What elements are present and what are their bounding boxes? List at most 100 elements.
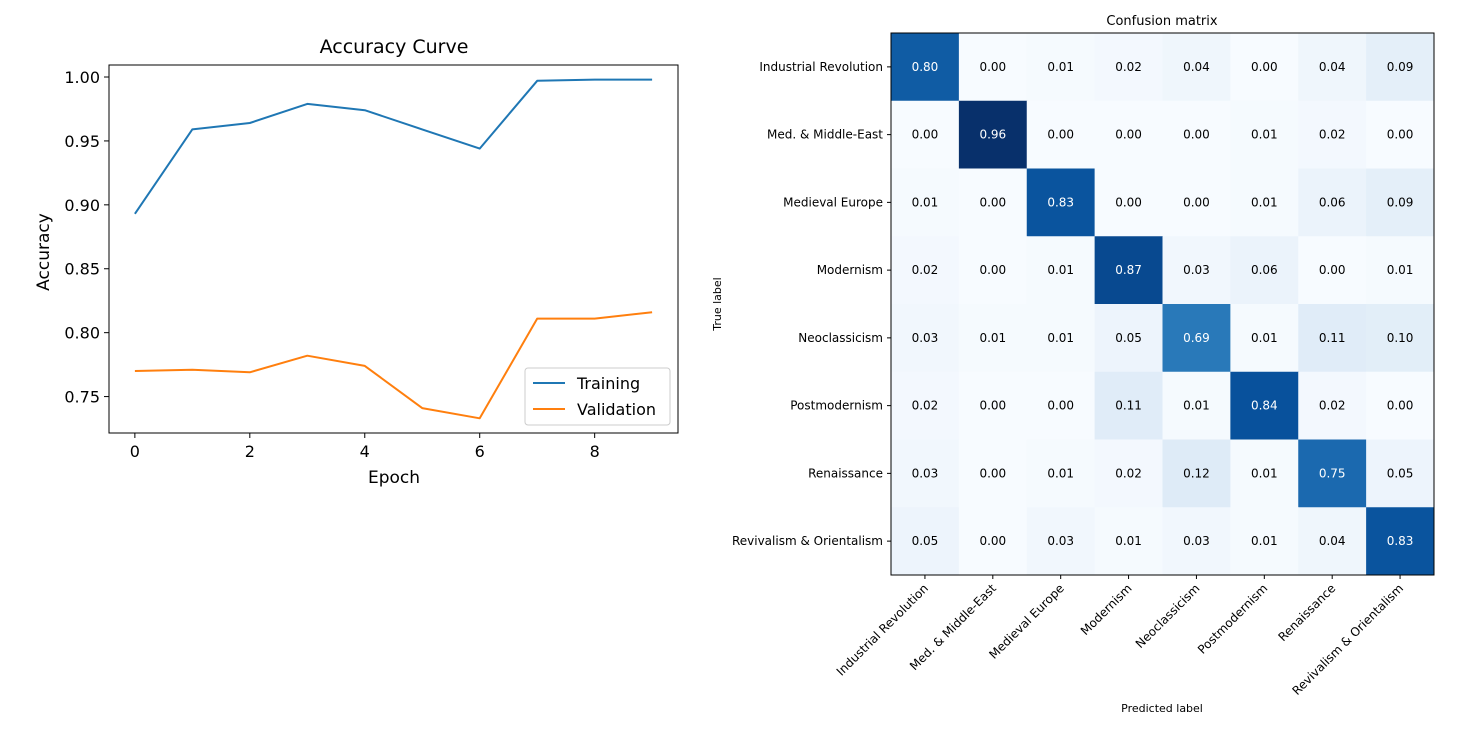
row-label: Industrial Revolution — [759, 60, 883, 74]
matrix-cell-value: 0.01 — [1047, 60, 1074, 74]
matrix-cell — [891, 439, 960, 508]
matrix-cell-value: 0.01 — [1251, 534, 1278, 548]
matrix-cell-value: 0.02 — [912, 263, 939, 277]
matrix-cell — [1094, 168, 1163, 237]
matrix-cell — [1366, 507, 1435, 576]
matrix-cell-value: 0.02 — [1319, 128, 1346, 142]
matrix-cell-value: 0.01 — [1047, 466, 1074, 480]
matrix-cell — [1230, 507, 1299, 576]
matrix-cell-value: 0.03 — [1183, 534, 1210, 548]
legend-label-validation: Validation — [577, 400, 656, 419]
x-tick-label: 2 — [245, 442, 255, 461]
matrix-cell-value: 0.02 — [1319, 399, 1346, 413]
column-label: Modernism — [1078, 581, 1135, 638]
matrix-cell — [1366, 371, 1435, 440]
matrix-cell — [891, 168, 960, 237]
matrix-cell — [1094, 371, 1163, 440]
matrix-cell — [1298, 33, 1367, 102]
column-label: Industrial Revolution — [834, 581, 931, 678]
column-label: Revivalism & Orientalism — [1289, 581, 1406, 698]
matrix-cell — [1230, 100, 1299, 169]
matrix-cell-value: 0.01 — [1183, 399, 1210, 413]
matrix-cell — [1094, 33, 1163, 102]
matrix-cell-value: 0.80 — [912, 60, 939, 74]
matrix-cell-value: 0.83 — [1387, 534, 1414, 548]
matrix-cell-value: 0.00 — [979, 466, 1006, 480]
matrix-cell-value: 0.00 — [1387, 399, 1414, 413]
matrix-cell — [1298, 507, 1367, 576]
column-label: Med. & Middle-East — [907, 581, 999, 673]
matrix-cell-value: 0.00 — [1319, 263, 1346, 277]
matrix-cell — [1230, 236, 1299, 305]
y-tick-label: 0.75 — [64, 388, 100, 407]
matrix-cell — [1026, 304, 1096, 373]
matrix-cell — [1230, 33, 1299, 102]
matrix-cell — [1366, 304, 1435, 373]
matrix-cell-value: 0.03 — [1047, 534, 1074, 548]
y-tick-label: 0.85 — [64, 260, 100, 279]
matrix-cell-value: 0.01 — [1047, 331, 1074, 345]
matrix-cell-value: 0.96 — [979, 128, 1006, 142]
matrix-cell-value: 0.00 — [1251, 60, 1278, 74]
matrix-cell — [1366, 100, 1435, 169]
matrix-cell-value: 0.01 — [1251, 128, 1278, 142]
matrix-cell-value: 0.02 — [1115, 60, 1142, 74]
matrix-cell — [1366, 168, 1435, 237]
matrix-cell — [1298, 371, 1367, 440]
matrix-cell — [1026, 507, 1096, 576]
legend: Training Validation — [524, 367, 671, 426]
matrix-cell — [1162, 439, 1231, 508]
matrix-cell — [1026, 168, 1096, 237]
matrix-cell-value: 0.05 — [912, 534, 939, 548]
matrix-cell-value: 0.00 — [1115, 128, 1142, 142]
matrix-cell-value: 0.11 — [1319, 331, 1346, 345]
matrix-cell-value: 0.03 — [1183, 263, 1210, 277]
row-label: Renaissance — [808, 466, 883, 480]
matrix-cell — [958, 236, 1028, 305]
matrix-cell — [1230, 168, 1299, 237]
matrix-cell-value: 0.01 — [1251, 195, 1278, 209]
matrix-cell — [1094, 100, 1163, 169]
matrix-cell — [958, 304, 1028, 373]
confusion-matrix-title: Confusion matrix — [1106, 14, 1217, 29]
matrix-frame — [890, 32, 1435, 576]
y-tick-label: 0.90 — [64, 196, 100, 215]
column-label: Renaissance — [1275, 581, 1338, 644]
matrix-cell — [958, 33, 1028, 102]
matrix-cell — [891, 371, 960, 440]
matrix-cell-value: 0.00 — [979, 60, 1006, 74]
matrix-cell — [891, 33, 960, 102]
matrix-cell-value: 0.01 — [1387, 263, 1414, 277]
matrix-cell — [1026, 33, 1096, 102]
matrix-cell-value: 0.83 — [1047, 195, 1074, 209]
matrix-cell — [1366, 236, 1435, 305]
matrix-cell-value: 0.06 — [1319, 195, 1346, 209]
matrix-cell-value: 0.00 — [979, 534, 1006, 548]
row-label: Revivalism & Orientalism — [732, 534, 883, 548]
matrix-cell — [1094, 304, 1163, 373]
matrix-cell-value: 0.00 — [979, 399, 1006, 413]
matrix-cell — [1162, 100, 1231, 169]
accuracy-chart: Accuracy Curve 0 2 4 6 8 1.00 0.95 0.90 0.85 0.80… — [34, 36, 679, 488]
matrix-cell-value: 0.05 — [1387, 466, 1414, 480]
matrix-cell-value: 0.01 — [979, 331, 1006, 345]
matrix-cell-value: 0.87 — [1115, 263, 1142, 277]
matrix-cell-value: 0.04 — [1319, 60, 1346, 74]
row-label: Modernism — [817, 263, 883, 277]
x-tick-label: 6 — [475, 442, 485, 461]
matrix-cell — [891, 304, 960, 373]
matrix-cell-value: 0.00 — [1183, 128, 1210, 142]
matrix-cell — [958, 439, 1028, 508]
matrix-cell-value: 0.05 — [1115, 331, 1142, 345]
matrix-cell-value: 0.01 — [1251, 466, 1278, 480]
matrix-cell — [958, 168, 1028, 237]
matrix-cell-value: 0.00 — [1387, 128, 1414, 142]
row-label: Medieval Europe — [783, 195, 883, 209]
column-label: Neoclassicism — [1133, 581, 1203, 651]
matrix-cell-value: 0.84 — [1251, 399, 1278, 413]
matrix-cell — [1094, 439, 1163, 508]
matrix-cell — [1230, 439, 1299, 508]
matrix-cell — [1162, 371, 1231, 440]
matrix-cell — [1162, 168, 1231, 237]
matrix-cell — [1230, 304, 1299, 373]
